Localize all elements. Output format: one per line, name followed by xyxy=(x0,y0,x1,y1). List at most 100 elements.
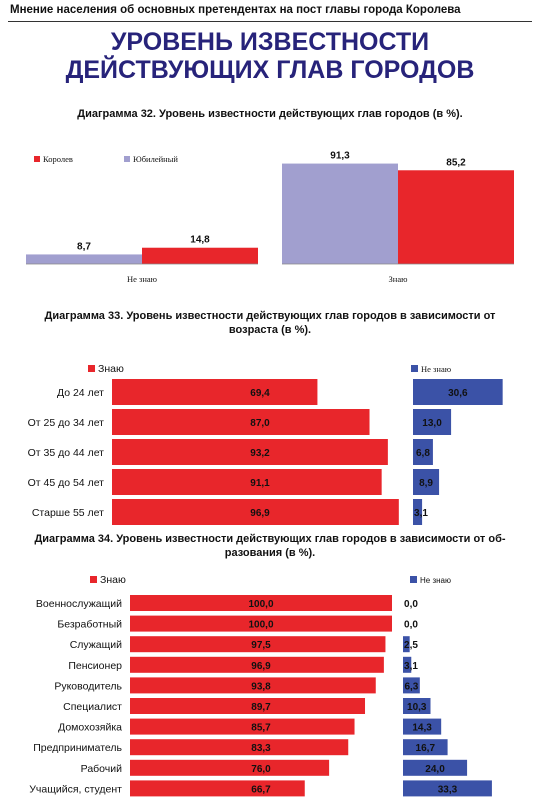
chart-34-title-line-1: Диаграмма 34. Уровень известности действ… xyxy=(34,533,506,545)
chart-34-value-know-3: 96,9 xyxy=(251,661,271,672)
chart-33-bar-know-3 xyxy=(112,469,382,495)
chart-33-legend-swatch-0 xyxy=(88,365,95,372)
chart-32-category-0: Не знаю xyxy=(127,274,158,284)
chart-33-bar-know-1 xyxy=(112,409,370,435)
chart-34-value-know-6: 85,7 xyxy=(251,723,271,734)
chart-34-category-3: Пенсионер xyxy=(68,660,122,672)
chart-34-value-know-7: 83,3 xyxy=(251,743,271,754)
chart-33-value-dontknow-1: 13,0 xyxy=(422,418,442,429)
chart-33: Знаю Не знаю До 24 лет 69,4 30,6 От 25 до 34 … xyxy=(28,363,503,525)
chart-34-bar-dontknow-8 xyxy=(403,759,468,776)
chart-33-value-dontknow-3: 8,9 xyxy=(419,478,433,489)
chart-34-bar-know-3 xyxy=(130,656,384,673)
chart-33-bar-dontknow-1 xyxy=(413,409,452,435)
chart-34-value-know-9: 66,7 xyxy=(251,784,271,795)
chart-32-value-0-0: 8,7 xyxy=(77,241,91,252)
chart-33-title-line-2: возраста (в %). xyxy=(228,324,312,336)
chart-33-bar-know-4 xyxy=(112,499,399,525)
chart-33-category-3: От 45 до 54 лет xyxy=(28,477,105,489)
chart-33-bar-dontknow-2 xyxy=(413,439,433,465)
chart-34-value-know-8: 76,0 xyxy=(251,764,271,775)
chart-34-value-dontknow-9: 33,3 xyxy=(438,784,458,795)
chart-32-bar-1-0 xyxy=(282,163,398,264)
chart-34-bar-know-0 xyxy=(130,595,392,611)
chart-34-bar-dontknow-5 xyxy=(403,698,431,714)
chart-34-value-know-2: 97,5 xyxy=(251,640,271,651)
chart-34-legend-label-0: Знаю xyxy=(100,574,126,586)
chart-34-category-7: Предприниматель xyxy=(33,742,122,754)
chart-34-legend-swatch-0 xyxy=(90,576,97,583)
chart-32-value-1-1: 85,2 xyxy=(446,157,466,168)
chart-33-legend-swatch-1 xyxy=(411,365,418,372)
chart-34-bar-know-9 xyxy=(130,780,305,797)
chart-34-value-dontknow-4: 6,3 xyxy=(404,681,418,692)
chart-32: Королев Юбилейный 8,7 14,8 Не знаю 91,3 85,2 Зн… xyxy=(26,151,514,284)
chart-33-value-know-2: 93,2 xyxy=(250,448,270,459)
chart-34-category-5: Специалист xyxy=(63,701,122,713)
chart-33-category-2: От 35 до 44 лет xyxy=(28,447,105,459)
chart-32-bar-0-0 xyxy=(26,254,142,264)
chart-34-bar-dontknow-4 xyxy=(403,677,420,694)
chart-34-category-0: Военнослужащий xyxy=(36,598,122,610)
chart-33-bar-dontknow-3 xyxy=(413,469,440,495)
chart-32-title: Диаграмма 32. Уровень известности действ… xyxy=(77,108,463,120)
chart-33-legend-label-1: Не знаю xyxy=(421,364,452,374)
chart-34-category-6: Домохозяйка xyxy=(58,722,122,734)
chart-33-value-know-1: 87,0 xyxy=(250,418,270,429)
chart-34-bar-know-1 xyxy=(130,615,392,632)
page-header: Мнение населения об основных претендента… xyxy=(10,4,461,16)
chart-32-legend-swatch-0 xyxy=(34,156,40,162)
chart-34-value-dontknow-8: 24,0 xyxy=(425,764,445,775)
chart-33-category-0: До 24 лет xyxy=(57,387,104,399)
chart-34-value-know-1: 100,0 xyxy=(248,620,273,631)
chart-34-bar-dontknow-9 xyxy=(403,780,492,797)
chart-32-value-1-0: 91,3 xyxy=(330,151,350,162)
chart-34-bar-dontknow-7 xyxy=(403,739,448,756)
chart-33-bar-dontknow-4 xyxy=(413,499,423,525)
chart-34-category-8: Рабочий xyxy=(81,763,122,775)
chart-34-value-know-4: 93,8 xyxy=(251,681,271,692)
page-title-line-2: ДЕЙСТВУЮЩИХ ГЛАВ ГОРОДОВ xyxy=(65,56,475,84)
page-title-line-1: УРОВЕНЬ ИЗВЕСТНОСТИ xyxy=(110,28,430,56)
chart-34-bar-know-8 xyxy=(130,759,330,776)
chart-33-value-dontknow-0: 30,6 xyxy=(448,388,468,399)
chart-34-category-1: Безработный xyxy=(57,619,122,631)
chart-33-bar-know-2 xyxy=(112,439,388,465)
header-divider xyxy=(8,21,532,22)
chart-34-bar-know-7 xyxy=(130,739,349,756)
chart-34-legend-label-1: Не знаю xyxy=(420,576,451,585)
chart-33-value-know-4: 96,9 xyxy=(250,508,270,519)
chart-34-bar-know-5 xyxy=(130,698,366,714)
chart-32-legend-label-1: Юбилейный xyxy=(133,154,178,164)
chart-34-value-dontknow-0: 0,0 xyxy=(404,599,418,610)
chart-34-bar-dontknow-3 xyxy=(403,656,412,673)
chart-34-value-dontknow-1: 0,0 xyxy=(404,620,418,631)
chart-32-legend-label-0: Королев xyxy=(43,154,73,164)
chart-33-title-line-1: Диаграмма 33. Уровень известности действ… xyxy=(44,310,496,322)
chart-34-bar-know-6 xyxy=(130,718,355,735)
chart-34-title-line-2: разования (в %). xyxy=(224,547,316,559)
chart-34-legend-swatch-1 xyxy=(410,576,417,583)
chart-33-bar-dontknow-0 xyxy=(413,379,503,405)
chart-32-bar-1-1 xyxy=(398,170,514,264)
chart-34-value-dontknow-7: 16,7 xyxy=(416,743,436,754)
chart-33-bar-know-0 xyxy=(112,379,318,405)
chart-34-bar-dontknow-6 xyxy=(403,718,442,735)
chart-34-value-know-5: 89,7 xyxy=(251,702,271,713)
chart-34-category-2: Служащий xyxy=(70,639,122,651)
chart-32-bar-0-1 xyxy=(142,247,258,264)
chart-34-value-know-0: 100,0 xyxy=(248,599,273,610)
chart-32-legend-swatch-1 xyxy=(124,156,130,162)
chart-34-category-4: Руководитель xyxy=(54,680,122,692)
chart-33-value-know-3: 91,1 xyxy=(250,478,270,489)
chart-33-legend-label-0: Знаю xyxy=(98,363,124,375)
chart-34-bar-know-4 xyxy=(130,677,376,694)
chart-33-category-4: Старше 55 лет xyxy=(32,507,104,519)
chart-34-value-dontknow-6: 14,3 xyxy=(412,723,432,734)
chart-33-category-1: От 25 до 34 лет xyxy=(28,417,105,429)
chart-34-value-dontknow-2: 2,5 xyxy=(404,640,418,651)
chart-34-bar-dontknow-2 xyxy=(403,636,410,653)
chart-32-category-1: Знаю xyxy=(389,274,409,284)
chart-34-value-dontknow-3: 3,1 xyxy=(404,661,418,672)
